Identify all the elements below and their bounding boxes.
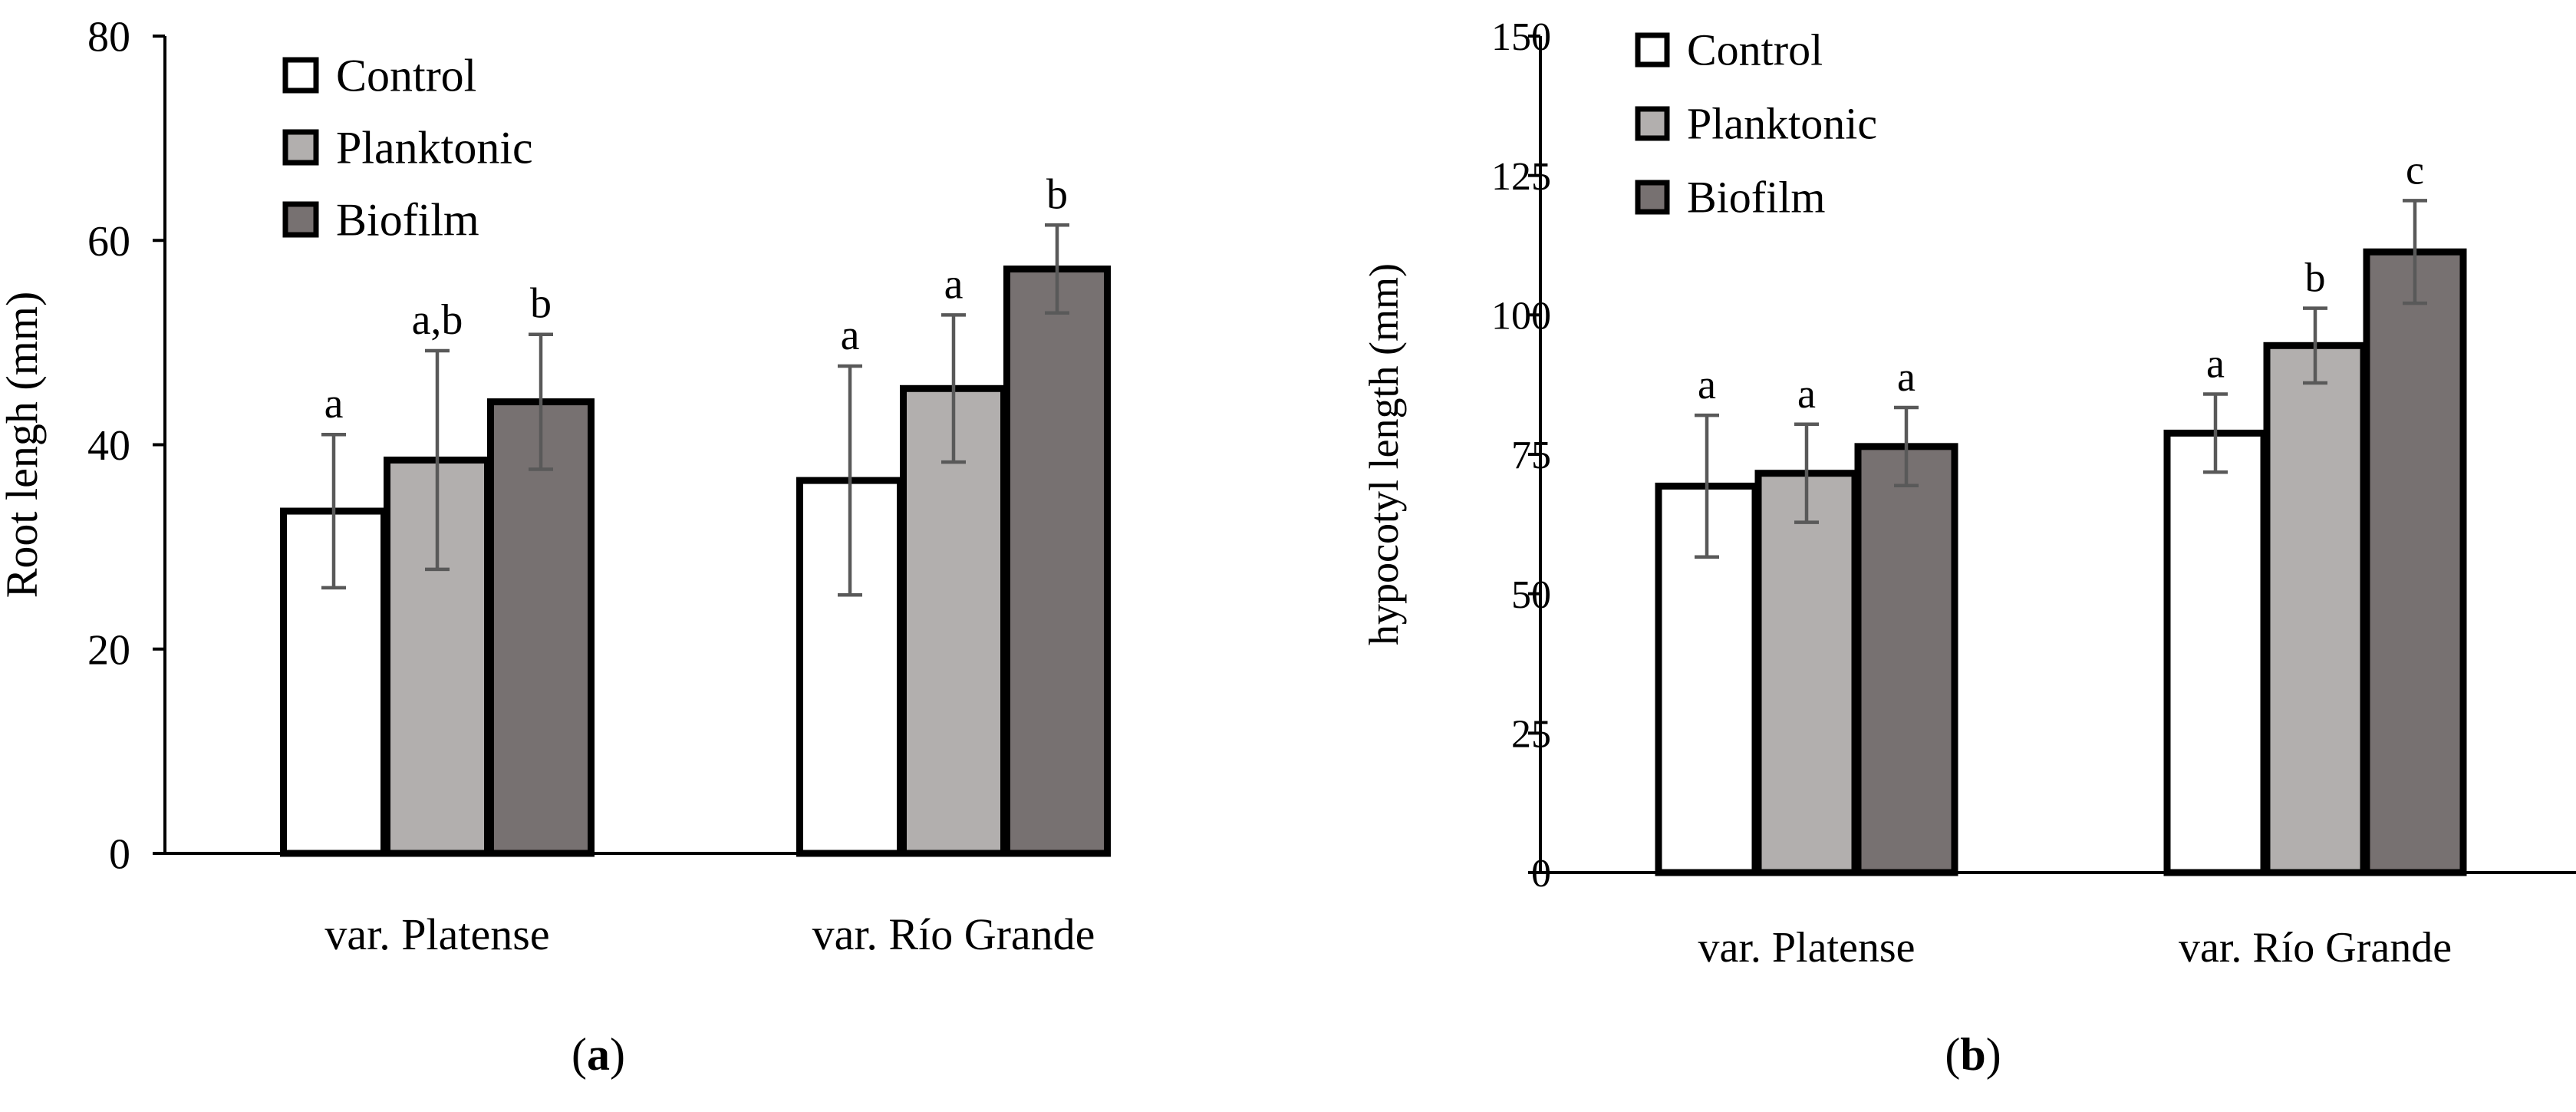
legend-swatch xyxy=(1635,32,1670,68)
legend-label: Planktonic xyxy=(1687,99,1877,149)
panel-caption-a: (a) xyxy=(522,1028,675,1081)
significance-letter: a xyxy=(1797,371,1816,417)
bar xyxy=(2163,429,2268,876)
legend-swatch xyxy=(282,201,319,238)
significance-letter: a xyxy=(841,312,860,359)
x-category-label: var. Platense xyxy=(1698,924,1915,972)
y-tick-label: 0 xyxy=(109,831,130,879)
y-tick-label: 60 xyxy=(87,218,130,266)
bar xyxy=(1854,443,1958,876)
significance-letter: b xyxy=(2305,255,2326,301)
significance-letter: b xyxy=(1046,170,1068,218)
y-axis-label: Root lengh (mm) xyxy=(0,292,47,599)
significance-letter: a xyxy=(324,380,344,427)
bar xyxy=(2363,248,2467,876)
significance-letter: b xyxy=(530,280,552,328)
y-tick-label: 150 xyxy=(1491,15,1551,59)
legend-swatch xyxy=(1635,106,1670,141)
legend-label: Planktonic xyxy=(336,122,533,173)
legend-label: Biofilm xyxy=(1687,173,1825,223)
bar xyxy=(1754,470,1859,876)
significance-letter: a xyxy=(944,260,964,308)
chart-panel-a: 0 20 40 60 80 Root lengh (mm) a a,b b var. Platen… xyxy=(0,14,1111,959)
caption-label: a xyxy=(587,1029,610,1080)
panel-caption-b: (b) xyxy=(1896,1028,2050,1081)
legend-swatch xyxy=(282,129,319,166)
caption-label: b xyxy=(1960,1029,1986,1080)
y-tick-label: 125 xyxy=(1491,155,1551,199)
x-category-label: var. Río Grande xyxy=(812,909,1095,959)
y-tick-label: 25 xyxy=(1511,713,1551,757)
bar xyxy=(1003,266,1111,857)
caption-close-paren: ) xyxy=(610,1029,625,1080)
x-category-label: var. Platense xyxy=(324,909,549,959)
significance-letter: c xyxy=(2406,147,2424,193)
caption-open-paren: ( xyxy=(1945,1029,1961,1080)
y-tick-label: 100 xyxy=(1491,295,1551,338)
significance-letter: a xyxy=(2206,341,2225,387)
y-tick-label: 20 xyxy=(87,626,130,674)
significance-letter: a xyxy=(1698,361,1716,408)
significance-letter: a xyxy=(1897,354,1916,400)
x-category-label: var. Río Grande xyxy=(2179,924,2452,972)
caption-open-paren: ( xyxy=(572,1029,587,1080)
caption-close-paren: ) xyxy=(1985,1029,2001,1080)
y-tick-label: 75 xyxy=(1511,434,1551,477)
legend-label: Control xyxy=(1687,25,1823,75)
y-tick-label: 80 xyxy=(87,14,130,61)
y-tick-label: 50 xyxy=(1511,573,1551,617)
y-axis-label: hypocotyl length (mm) xyxy=(1361,263,1407,645)
chart-panel-b: 0255075100125150hypocotyl length (mm)aaa… xyxy=(1361,15,2576,972)
legend-swatch xyxy=(1635,180,1670,215)
y-tick-label: 40 xyxy=(87,422,130,470)
significance-letter: a,b xyxy=(412,296,463,344)
legend-label: Control xyxy=(336,50,476,101)
legend-swatch xyxy=(282,57,319,94)
bar xyxy=(487,398,595,857)
bar xyxy=(2263,342,2367,876)
legend-label: Biofilm xyxy=(336,194,479,245)
